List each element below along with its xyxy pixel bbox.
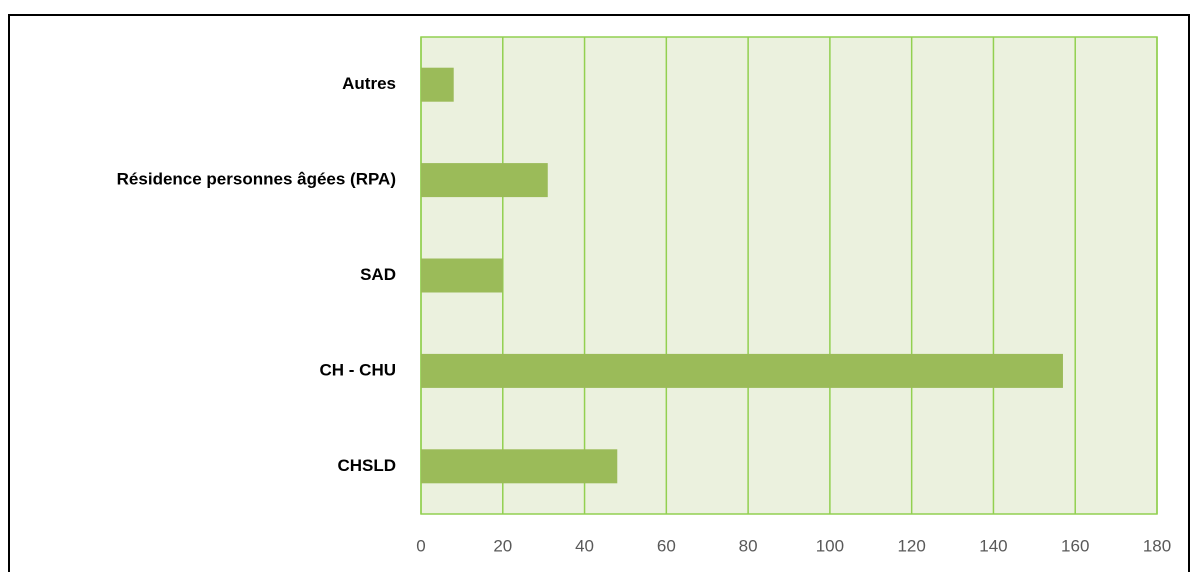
bar	[421, 449, 618, 484]
bar	[421, 353, 1063, 388]
x-tick-label: 0	[416, 536, 425, 555]
x-tick-label: 160	[1061, 536, 1089, 555]
y-tick-label: CHSLD	[337, 456, 396, 475]
x-tick-label: 20	[493, 536, 512, 555]
frame	[8, 14, 1190, 572]
bar	[421, 258, 503, 293]
y-tick-label: SAD	[360, 265, 396, 284]
x-tick-label: 100	[816, 536, 844, 555]
y-tick-label: Autres	[342, 74, 396, 93]
x-tick-label: 180	[1143, 536, 1171, 555]
x-tick-label: 60	[657, 536, 676, 555]
y-tick-label: Résidence personnes âgées (RPA)	[117, 170, 396, 189]
x-tick-label: 140	[979, 536, 1007, 555]
y-tick-label: CH - CHU	[320, 360, 397, 379]
x-tick-label: 120	[897, 536, 925, 555]
plot-area	[420, 36, 1158, 515]
x-tick-label: 80	[739, 536, 758, 555]
x-tick-label: 40	[575, 536, 594, 555]
bar	[421, 67, 454, 102]
bar	[421, 163, 548, 198]
